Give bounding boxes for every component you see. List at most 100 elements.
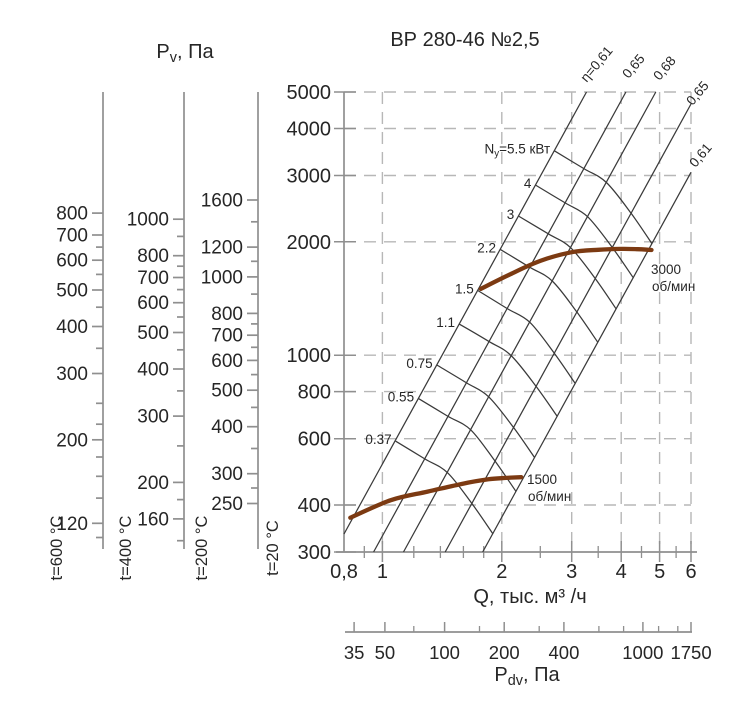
temp-scale-tick-label: 400 bbox=[137, 360, 169, 381]
temp-scale-3 bbox=[247, 92, 259, 549]
speed-label-rpm: 3000 bbox=[651, 262, 681, 277]
temp-scale-tick-label: 500 bbox=[137, 323, 169, 344]
y-tick-label: 300 bbox=[298, 542, 331, 564]
x-tick-label: 5 bbox=[654, 561, 665, 583]
pdv-tick-label: 400 bbox=[549, 642, 580, 663]
temp-scale-tick-label: 1000 bbox=[201, 267, 243, 288]
temp-scale-title: t=200 °C bbox=[193, 515, 211, 580]
main-axes bbox=[336, 92, 697, 553]
power-curve bbox=[417, 397, 517, 492]
temp-scale-tick-label: 1600 bbox=[201, 191, 243, 212]
y-tick-label: 5000 bbox=[287, 82, 332, 104]
power-label: 0.55 bbox=[388, 389, 414, 404]
power-label: 2.2 bbox=[477, 240, 496, 255]
y-tick-label: 3000 bbox=[287, 166, 332, 188]
x-tick-label: 3 bbox=[566, 561, 577, 583]
power-curve bbox=[553, 150, 653, 244]
x-tick-label: 4 bbox=[616, 561, 627, 583]
temp-scale-tick-label: 1000 bbox=[127, 210, 169, 231]
efficiency-lines bbox=[343, 91, 692, 553]
pdv-tick-label: 100 bbox=[429, 642, 460, 663]
tspan: N bbox=[485, 142, 495, 157]
tspan: dv bbox=[508, 673, 524, 689]
power-label: 3 bbox=[507, 207, 515, 222]
y-tick-label: 4000 bbox=[287, 118, 332, 140]
temp-scale-tick-label: 700 bbox=[56, 225, 88, 246]
tspan: P bbox=[156, 41, 169, 63]
x-tick-label: 1 bbox=[377, 561, 388, 583]
temp-scale-2 bbox=[173, 92, 185, 549]
temp-scale-tick-label: 300 bbox=[56, 364, 88, 385]
temp-scale-tick-label: 1200 bbox=[201, 238, 243, 259]
temp-scale-tick-label: 300 bbox=[137, 407, 169, 428]
temp-scale-tick-label: 400 bbox=[56, 317, 88, 338]
temp-scale-tick-label: 500 bbox=[211, 381, 243, 402]
temp-scale-tick-label: 400 bbox=[211, 417, 243, 438]
pdv-tick-label: 1750 bbox=[670, 642, 711, 663]
temp-scale-title: t=400 °C bbox=[117, 515, 135, 580]
tspan: , Па bbox=[177, 41, 214, 63]
pdv-tick-label: 35 bbox=[344, 642, 365, 663]
efficiency-line bbox=[373, 91, 627, 553]
y-tick-label: 400 bbox=[298, 495, 331, 517]
x-tick-label: 0,8 bbox=[330, 561, 358, 583]
speed-curve-1500 bbox=[348, 475, 524, 520]
x-axis-title: Q, тыс. м³ /ч bbox=[473, 586, 586, 608]
power-curve bbox=[517, 215, 617, 310]
temp-scale-tick-label: 160 bbox=[137, 509, 169, 530]
chart-title: ВР 280-46 №2,5 bbox=[390, 29, 539, 51]
pdv-tick-label: 1000 bbox=[622, 642, 663, 663]
temp-scale-tick-label: 700 bbox=[211, 326, 243, 347]
pdv-axis-title: Pdv, Па bbox=[494, 664, 560, 689]
efficiency-line bbox=[444, 103, 692, 553]
pdv-tick-label: 200 bbox=[489, 642, 520, 663]
y-tick-label: 1000 bbox=[287, 345, 332, 367]
temp-scale-tick-label: 500 bbox=[56, 280, 88, 301]
temp-scale-tick-label: 200 bbox=[56, 430, 88, 451]
temp-scale-tick-label: 200 bbox=[137, 473, 169, 494]
y-tick-label: 2000 bbox=[287, 232, 332, 254]
y-tick-label: 600 bbox=[298, 429, 331, 451]
tspan: v bbox=[170, 50, 178, 66]
temp-scale-tick-label: 600 bbox=[56, 251, 88, 272]
power-curve bbox=[436, 364, 536, 459]
power-label: 0.75 bbox=[406, 356, 432, 371]
power-curve bbox=[395, 440, 494, 535]
speed-label-unit: об/мин bbox=[652, 279, 695, 294]
tspan: , Па bbox=[523, 664, 560, 686]
efficiency-label: 0,61 bbox=[686, 140, 714, 170]
power-curve bbox=[499, 248, 599, 343]
power-curve bbox=[535, 184, 634, 279]
efficiency-label: 0,65 bbox=[683, 78, 711, 108]
temp-scale-title: t=600 °C bbox=[48, 515, 66, 580]
efficiency-label: η=0,61 bbox=[577, 43, 615, 85]
speed-label-rpm: 1500 bbox=[527, 472, 557, 487]
gridlines bbox=[344, 91, 692, 552]
main-axis-temperature-label: t=20 °C bbox=[264, 520, 282, 576]
power-curve bbox=[477, 289, 576, 384]
speed-curve-3000 bbox=[478, 246, 654, 292]
power-curve bbox=[458, 323, 558, 417]
efficiency-line bbox=[343, 91, 588, 535]
temp-scale-tick-label: 300 bbox=[211, 464, 243, 485]
power-label: 0.37 bbox=[365, 432, 391, 447]
y-tick-label: 800 bbox=[298, 382, 331, 404]
temp-scale-tick-label: 250 bbox=[211, 494, 243, 515]
temp-scale-tick-label: 800 bbox=[211, 304, 243, 325]
temp-scale-tick-label: 700 bbox=[137, 268, 169, 289]
power-label: 1.1 bbox=[436, 315, 455, 330]
speed-curves bbox=[348, 246, 654, 520]
temp-scale-tick-label: 800 bbox=[56, 204, 88, 225]
temp-scale-tick-label: 120 bbox=[56, 514, 88, 535]
temp-scale-tick-label: 800 bbox=[137, 246, 169, 267]
power-label: 1.5 bbox=[455, 282, 474, 297]
temp-scale-tick-label: 600 bbox=[211, 351, 243, 372]
pdv-tick-label: 50 bbox=[375, 642, 396, 663]
temp-scale-tick-label: 600 bbox=[137, 293, 169, 314]
temp-scale-1 bbox=[92, 92, 104, 549]
tspan: =5.5 кВт bbox=[499, 142, 550, 157]
speed-label-unit: об/мин bbox=[528, 489, 571, 504]
x-tick-label: 2 bbox=[496, 561, 507, 583]
